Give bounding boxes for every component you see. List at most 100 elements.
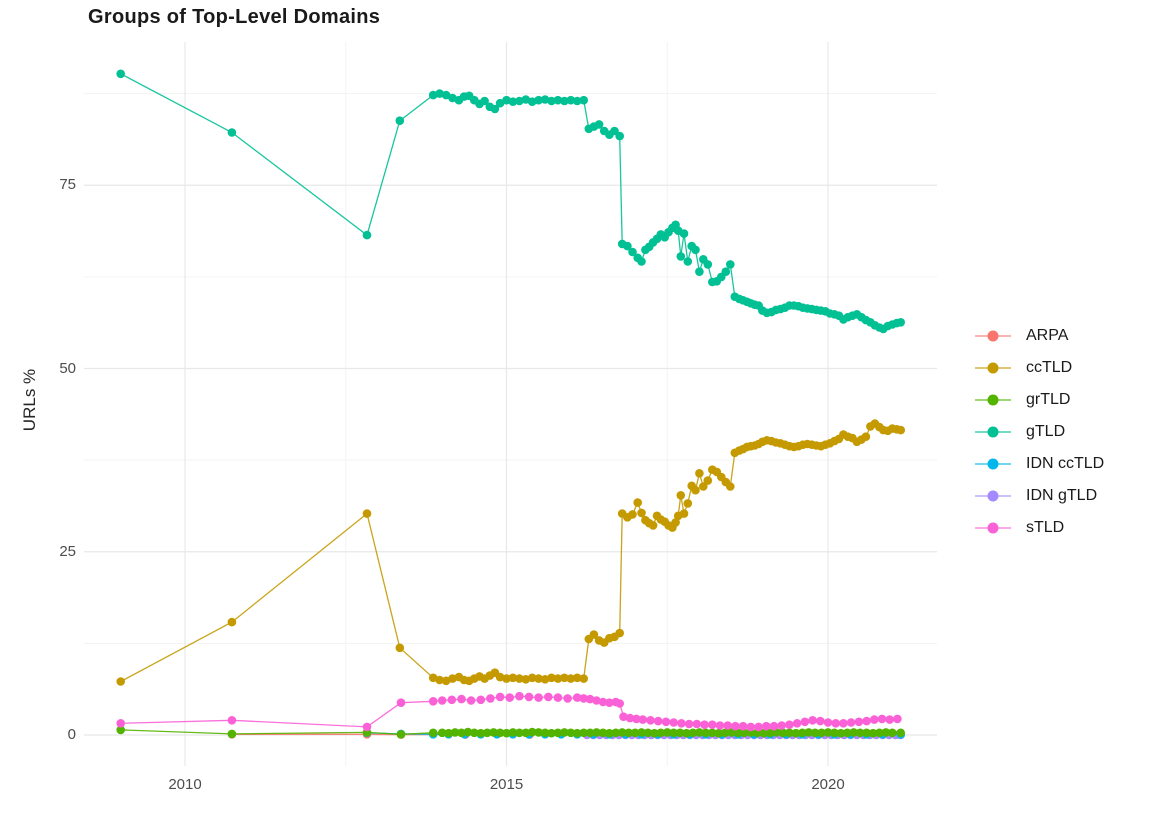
data-point [746, 722, 756, 732]
data-point [855, 728, 865, 738]
data-point [553, 95, 563, 105]
data-point [585, 728, 595, 738]
data-point [450, 728, 460, 737]
data-point [726, 482, 735, 491]
data-point [572, 693, 582, 702]
data-point [476, 695, 486, 705]
data-point [505, 693, 514, 702]
data-point [553, 674, 563, 683]
data-point [727, 728, 736, 737]
data-point [754, 722, 763, 732]
data-point [648, 521, 658, 530]
data-point [683, 499, 693, 508]
data-point [703, 260, 713, 269]
data-point [808, 716, 817, 725]
data-point [708, 728, 717, 738]
data-point [817, 728, 826, 738]
data-point [762, 721, 771, 731]
data-point [116, 69, 125, 79]
data-point [692, 719, 702, 729]
legend-item-stld: sTLD [972, 512, 1104, 544]
data-point [615, 699, 624, 708]
legend-key-icon [975, 426, 1011, 438]
data-point [777, 721, 786, 730]
data-point [605, 728, 614, 738]
legend-label: IDN ccTLD [1026, 455, 1105, 472]
data-point [708, 720, 717, 729]
data-point [669, 718, 678, 727]
data-point [547, 96, 556, 106]
data-point [885, 715, 894, 724]
data-point [676, 252, 686, 261]
legend-key-icon [975, 490, 1011, 502]
data-point [508, 673, 518, 683]
legend-key-point [987, 458, 999, 470]
data-point [759, 728, 768, 738]
legend-label: gTLD [1026, 423, 1066, 440]
data-point [592, 728, 601, 737]
data-point [637, 257, 646, 266]
data-point [663, 728, 672, 737]
data-point [227, 128, 237, 137]
data-point [544, 692, 553, 702]
data-point [703, 476, 713, 485]
data-point [671, 518, 680, 527]
legend-label: grTLD [1026, 391, 1071, 408]
series-line [120, 73, 901, 330]
legend-key-icon [975, 394, 1011, 406]
data-point [437, 696, 447, 705]
data-point [720, 728, 730, 738]
data-point [572, 673, 582, 683]
data-point [615, 628, 624, 638]
data-point [800, 717, 810, 727]
data-point [566, 728, 576, 738]
data-point [444, 728, 453, 738]
data-point [116, 677, 125, 686]
data-point [435, 675, 444, 685]
data-point [875, 728, 884, 738]
x-tick-label: 2010 [168, 776, 202, 793]
data-point [566, 95, 576, 105]
data-point [888, 728, 897, 738]
data-point [839, 719, 848, 728]
data-point [457, 694, 466, 704]
data-point [395, 116, 405, 125]
data-point [585, 694, 595, 704]
data-point [740, 728, 749, 738]
data-point [579, 728, 588, 738]
panel-grid [84, 42, 937, 766]
data-point [480, 96, 489, 106]
data-point [623, 241, 632, 251]
data-point [650, 728, 659, 738]
data-point [804, 728, 813, 737]
data-point [791, 728, 801, 738]
data-point [527, 673, 537, 683]
data-point [566, 674, 576, 683]
legend-key-icon [975, 330, 1011, 342]
legend-item-arpa: ARPA [972, 320, 1104, 352]
data-point [579, 95, 588, 105]
data-point [669, 728, 678, 738]
data-point [679, 509, 689, 518]
data-point [611, 728, 621, 738]
data-point [868, 728, 878, 738]
x-tick-label: 2020 [811, 776, 845, 793]
data-point [515, 728, 524, 738]
data-point [560, 96, 569, 106]
data-point [116, 719, 125, 728]
data-point [638, 715, 648, 724]
data-point [854, 717, 864, 727]
y-tick-label: 50 [59, 359, 76, 377]
data-point [823, 728, 833, 737]
data-point [534, 693, 543, 702]
data-point [362, 230, 372, 240]
data-point [630, 728, 640, 738]
data-point [683, 257, 693, 266]
data-point [592, 696, 601, 705]
data-point [632, 714, 641, 724]
data-point [463, 727, 473, 737]
data-point [466, 696, 476, 705]
y-tick-label: 75 [59, 176, 76, 194]
